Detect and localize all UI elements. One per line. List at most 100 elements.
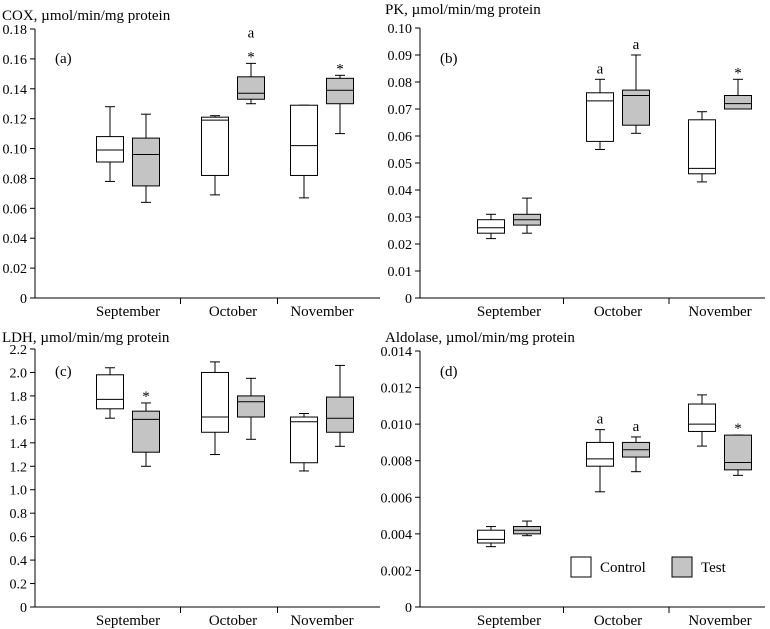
iqr-box [586,92,614,142]
test-box-november [326,364,354,447]
y-tick-label: 1.0 [10,484,28,499]
iqr-box [326,396,354,433]
panel-title: COX, µmol/min/mg protein [2,8,171,24]
test-box-october: a [622,37,650,134]
panel-title: PK, µmol/min/mg protein [385,2,541,18]
y-tick-label: 0.03 [388,211,413,226]
x-tick-label: October [594,613,642,629]
y-tick-label: 0.10 [3,143,28,158]
iqr-box [477,529,505,544]
panel-title: Aldolase, µmol/min/mg protein [385,330,575,346]
y-tick-label: 0.16 [3,53,28,68]
iqr-box [724,95,752,110]
y-tick-label: 0.4 [10,554,28,569]
test-box-november: * [724,421,752,476]
x-tick-label: October [209,304,257,320]
y-tick-label: 0.08 [3,172,28,187]
y-tick-label: 0 [20,292,27,307]
panel-title: LDH, µmol/min/mg protein [2,330,170,346]
x-tick-label: November [688,613,751,629]
y-tick-label: 0.09 [388,49,413,64]
x-tick-label: September [96,304,160,320]
x-tick-label: November [290,613,353,629]
y-tick-label: 0.002 [381,564,413,579]
test-box-september [513,520,541,537]
iqr-box [477,219,505,234]
control-box-september [477,526,505,548]
y-tick-label: 0.12 [3,113,28,128]
control-box-september [477,213,505,240]
iqr-box [290,416,318,464]
significance-asterisk: * [247,49,255,65]
test-box-september [513,197,541,234]
y-tick-label: 0.01 [388,265,413,280]
iqr-box [688,119,716,175]
y-tick-label: 0.010 [381,418,413,433]
y-tick-label: 0.004 [381,528,413,543]
test-box-september: * [132,389,160,467]
y-tick-label: 2.2 [10,343,28,358]
control-box-october [201,361,229,456]
panel-1: COX, µmol/min/mg protein (a) 0 0.02 0.04 0.06… [2,8,380,320]
y-tick-label: 0.18 [3,23,28,38]
y-tick-label: 0.014 [381,345,413,360]
test-box-october [237,377,265,440]
iqr-box [96,136,124,163]
x-tick-label: September [96,613,160,629]
y-tick-label: 0.006 [381,491,413,506]
x-tick-label: November [688,304,751,320]
control-box-october: a [586,61,614,150]
panel-4: Aldolase, µmol/min/mg protein (d) 0 0.002 0.… [381,330,765,629]
y-tick-label: 0.04 [3,232,28,247]
panel-2: PK, µmol/min/mg protein (b) 0 0.01 0.02 0.03 0… [385,2,765,320]
y-tick-label: 0 [20,601,27,616]
test-box-october: a* [237,25,265,105]
test-box-september [132,113,160,203]
y-tick-label: 0.6 [10,531,28,546]
legend-label-test: Test [701,560,727,576]
significance-letter: a [633,37,640,53]
iqr-box [201,371,229,433]
legend-label-control: Control [600,560,646,576]
control-box-november [290,104,318,199]
legend-swatch-test [671,556,693,578]
y-tick-label: 0.04 [388,184,413,199]
x-tick-label: October [209,613,257,629]
y-tick-label: 1.8 [10,390,28,405]
iqr-box [326,77,354,105]
panel-id: (b) [440,51,458,67]
iqr-box [237,76,265,100]
legend-swatch-control [570,556,592,578]
x-tick-label: September [477,304,541,320]
iqr-box [724,434,752,471]
test-box-november: * [326,61,354,135]
y-tick-label: 1.6 [10,413,28,428]
control-box-september [96,367,124,419]
y-tick-label: 0.05 [388,157,413,172]
control-box-november [290,413,318,472]
y-tick-label: 0.08 [388,76,413,91]
y-tick-label: 0.2 [10,578,28,593]
control-box-november [688,394,716,447]
y-tick-label: 0.14 [3,83,28,98]
y-tick-label: 0.008 [381,455,413,470]
iqr-box [586,441,614,467]
y-tick-label: 0.06 [388,130,413,145]
iqr-box [96,374,124,410]
y-tick-label: 0 [405,292,412,307]
significance-asterisk: * [734,421,742,437]
iqr-box [290,104,318,176]
legend: Control Test [570,556,727,578]
x-tick-label: November [290,304,353,320]
significance-asterisk: * [734,65,742,81]
significance-letter: a [248,25,255,41]
test-box-november: * [724,65,752,110]
panel-id: (a) [55,51,72,67]
control-box-october: a [586,412,614,493]
significance-letter: a [633,419,640,435]
y-tick-label: 0 [405,601,412,616]
significance-letter: a [597,412,604,428]
y-tick-label: 0.02 [3,262,28,277]
y-tick-label: 1.2 [10,460,28,475]
